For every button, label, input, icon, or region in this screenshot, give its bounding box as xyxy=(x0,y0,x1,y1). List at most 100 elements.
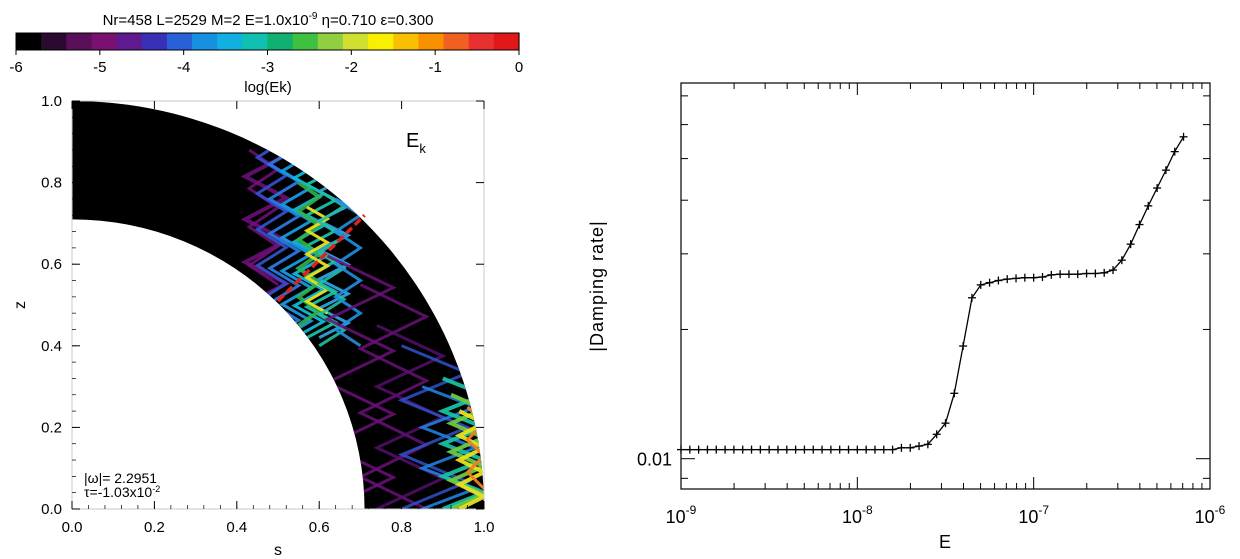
x-tick-label: 10-9 xyxy=(666,503,697,527)
data-point xyxy=(818,445,827,454)
data-point xyxy=(862,445,871,454)
damping-rate-series-line xyxy=(681,136,1185,451)
colorbar-segment xyxy=(192,33,218,50)
damping-rate-plot: 10-9 10-8 10-7 10-6 0.01 E |Damping rate| xyxy=(587,82,1226,552)
y-tick-label: 0.4 xyxy=(41,338,62,355)
data-point xyxy=(1038,272,1047,281)
data-point xyxy=(1153,184,1162,193)
x-tick-label: 1.0 xyxy=(474,519,495,536)
x-tick-label: 10-7 xyxy=(1018,503,1049,527)
x-tick-label: 10-8 xyxy=(842,503,873,527)
colorbar-segment xyxy=(418,33,445,50)
colorbar-segment xyxy=(16,33,42,50)
data-point xyxy=(1091,269,1100,278)
data-point xyxy=(985,278,994,287)
y-tick-label: 0.6 xyxy=(41,256,62,273)
colorbar-segment xyxy=(242,33,269,50)
left-plot-frame xyxy=(71,100,485,510)
data-point xyxy=(809,445,818,454)
data-point xyxy=(897,443,906,452)
y-tick-label: 0.01 xyxy=(637,450,672,470)
data-point xyxy=(994,276,1003,285)
right-ylabel: |Damping rate| xyxy=(587,220,607,351)
colorbar-segment xyxy=(342,33,369,50)
colorbar-tick-label: -1 xyxy=(428,59,441,76)
colorbar-tick-label: -4 xyxy=(177,59,190,76)
data-point xyxy=(906,443,915,452)
energy-ray xyxy=(356,283,430,509)
data-point xyxy=(879,445,888,454)
energy-ray xyxy=(279,136,314,339)
colorbar xyxy=(16,33,520,50)
data-point xyxy=(1109,266,1118,275)
data-point xyxy=(853,445,862,454)
data-point xyxy=(1161,166,1170,175)
data-point xyxy=(1082,269,1091,278)
data-point xyxy=(773,445,782,454)
colorbar-segment xyxy=(317,33,344,50)
colorbar-ticks: -6 -5 -4 -3 -2 -1 0 xyxy=(9,50,523,76)
data-point xyxy=(1073,270,1082,279)
data-point xyxy=(932,430,941,439)
colorbar-segment xyxy=(393,33,419,50)
data-point xyxy=(835,445,844,454)
colorbar-segment xyxy=(141,33,168,50)
data-point xyxy=(1117,256,1126,265)
data-point xyxy=(756,445,765,454)
energy-ray xyxy=(246,148,281,286)
data-point xyxy=(844,445,853,454)
data-point xyxy=(703,445,712,454)
data-point xyxy=(1179,132,1188,141)
x-tick-label: 0.0 xyxy=(62,519,83,536)
left-xlabel: s xyxy=(274,542,282,559)
data-point xyxy=(800,445,809,454)
colorbar-tick-label: -3 xyxy=(261,59,274,76)
y-tick-label: 0.2 xyxy=(41,419,62,436)
colorbar-segment xyxy=(66,33,93,50)
tau-text: τ=-1.03x10-2 xyxy=(84,484,160,500)
data-point xyxy=(677,445,685,454)
colorbar-title: Nr=458 L=2529 M=2 E=1.0x10-9 η=0.710 ε=0… xyxy=(103,11,434,29)
data-point xyxy=(1144,201,1153,210)
data-point xyxy=(1012,274,1021,283)
data-point xyxy=(729,445,738,454)
energy-ray xyxy=(291,144,327,339)
colorbar-segment xyxy=(116,33,143,50)
data-point xyxy=(1135,220,1144,229)
data-point xyxy=(967,293,976,302)
data-point xyxy=(976,280,985,289)
red-dashed-line xyxy=(276,213,366,303)
data-point xyxy=(1064,270,1073,279)
colorbar-segment xyxy=(91,33,118,50)
data-point xyxy=(1047,270,1056,279)
meridional-plot: 0.0 0.2 0.4 0.6 0.8 1.00.00.20.40.60.81.0 Ek … xyxy=(12,93,494,559)
colorbar-segment xyxy=(493,33,520,50)
x-tick-label: 0.2 xyxy=(144,519,165,536)
colorbar-segment xyxy=(41,33,67,50)
data-point xyxy=(915,442,924,451)
y-tick-label: 0.8 xyxy=(41,175,62,192)
energy-ray xyxy=(303,205,331,315)
data-point xyxy=(1170,147,1179,156)
left-plot-ticks: 0.0 0.2 0.4 0.6 0.8 1.0 0.0 0.2 0.4 0.6 0.8 1.0 xyxy=(41,93,494,536)
data-point xyxy=(765,445,774,454)
data-point xyxy=(1100,268,1109,277)
energy-ray xyxy=(332,197,364,348)
data-point xyxy=(782,445,791,454)
right-plot-ticks: 10-9 10-8 10-7 10-6 0.01 xyxy=(637,83,1226,527)
data-point xyxy=(888,445,897,454)
data-point xyxy=(747,445,756,454)
right-plot-frame xyxy=(680,82,1211,490)
data-point xyxy=(959,342,968,351)
colorbar-tick-label: 0 xyxy=(515,59,523,76)
data-point xyxy=(941,419,950,428)
data-point xyxy=(870,445,879,454)
data-point xyxy=(738,445,747,454)
colorbar-tick-label: -2 xyxy=(345,59,358,76)
damping-rate-markers xyxy=(677,132,1188,454)
left-ylabel: z xyxy=(12,301,29,309)
energy-rays xyxy=(240,120,484,509)
data-point xyxy=(1029,273,1038,282)
data-point xyxy=(712,445,721,454)
